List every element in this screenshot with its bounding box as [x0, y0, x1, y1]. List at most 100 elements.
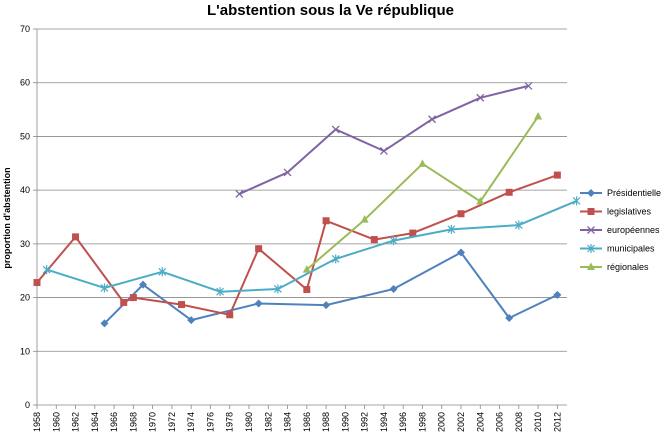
- data-point: [524, 81, 533, 90]
- x-tick-label: 1996: [398, 412, 408, 432]
- legend-item: européennes: [580, 225, 660, 235]
- data-point: [129, 294, 137, 302]
- x-tick-label: 1970: [148, 412, 158, 432]
- y-tick-label: 40: [20, 185, 30, 195]
- x-tick-label: 1984: [283, 412, 293, 432]
- axes: [33, 28, 567, 409]
- x-tick-label: 1988: [321, 412, 331, 432]
- series-line: [103, 251, 558, 325]
- data-point: [254, 299, 263, 308]
- x-tick-label: 1964: [90, 412, 100, 432]
- data-point: [505, 188, 513, 196]
- series-1: [100, 248, 562, 328]
- x-tick-label: 1960: [51, 412, 61, 432]
- x-tick-label: 1982: [263, 412, 273, 432]
- x-tick-label: 2004: [475, 412, 485, 432]
- series-line: [306, 116, 539, 271]
- x-tick-label: 2000: [437, 412, 447, 432]
- legend-label: européennes: [607, 225, 660, 235]
- y-tick-label: 60: [20, 78, 30, 88]
- data-point: [322, 217, 330, 225]
- x-tick-label: 2006: [495, 412, 505, 432]
- data-point: [418, 159, 427, 167]
- data-point: [255, 245, 263, 253]
- data-point: [447, 224, 456, 234]
- legend-label: legislatives: [607, 207, 652, 217]
- data-point: [100, 283, 109, 293]
- y-tick-label: 50: [20, 131, 30, 141]
- y-tick-label: 10: [20, 346, 30, 356]
- data-point: [158, 267, 167, 277]
- data-point: [587, 189, 595, 197]
- data-point: [476, 93, 485, 102]
- x-tick-label: 2012: [552, 412, 562, 432]
- x-tick-label: 1994: [379, 412, 389, 432]
- x-tick-label: 1980: [244, 412, 254, 432]
- data-point: [331, 125, 340, 134]
- legend-label: régionales: [607, 262, 649, 272]
- data-point: [33, 279, 41, 287]
- x-tick-label: 2010: [533, 412, 543, 432]
- data-point: [389, 236, 398, 246]
- legend-item: legislatives: [580, 207, 652, 217]
- data-point: [273, 284, 282, 294]
- y-axis-label: proportion d'abstention: [2, 167, 12, 268]
- series-4: [42, 196, 581, 297]
- data-point: [505, 313, 514, 322]
- data-point: [457, 248, 465, 257]
- data-point: [379, 146, 388, 155]
- data-point: [72, 233, 80, 241]
- data-point: [235, 189, 244, 198]
- x-tick-label: 1976: [205, 412, 215, 432]
- gridlines: [37, 28, 567, 352]
- legend-label: Présidentielles: [607, 188, 661, 198]
- data-point: [120, 298, 128, 306]
- y-tick-label: 70: [20, 24, 30, 34]
- series-lines: [33, 81, 581, 328]
- data-point: [476, 196, 485, 205]
- x-tick-label: 1986: [302, 412, 312, 432]
- x-tick-label: 1974: [186, 412, 196, 432]
- data-point: [553, 290, 562, 299]
- data-point: [322, 301, 331, 310]
- data-point: [534, 112, 543, 120]
- chart-title: L'abstention sous la Ve république: [207, 2, 454, 19]
- series-line: [36, 174, 558, 316]
- x-tick-label: 1998: [417, 412, 427, 432]
- y-tick-label: 30: [20, 239, 30, 249]
- x-tick-label: 1978: [225, 412, 235, 432]
- data-point: [587, 244, 595, 253]
- data-point: [389, 284, 398, 293]
- series-line: [238, 84, 529, 195]
- data-point: [216, 287, 225, 297]
- data-point: [572, 196, 581, 206]
- data-point: [360, 215, 369, 223]
- legend-label: municipales: [607, 244, 655, 254]
- x-tick-label: 1966: [109, 412, 119, 432]
- x-tick-label: 1992: [360, 412, 370, 432]
- data-point: [139, 280, 147, 289]
- data-point: [587, 208, 595, 215]
- legend-item: régionales: [580, 262, 649, 272]
- x-tick-label: 1990: [340, 412, 350, 432]
- x-tick-label: 1962: [71, 412, 81, 432]
- data-point: [428, 115, 437, 124]
- x-tick-label: 1958: [32, 412, 42, 432]
- legend-item: Présidentielles: [580, 188, 661, 198]
- data-point: [302, 265, 311, 273]
- legend-item: municipales: [580, 244, 655, 254]
- legend: Présidentielles legislatives européennes mu…: [580, 188, 661, 272]
- y-tick-labels: 0 10 20 30 40 50 60 70: [20, 24, 30, 410]
- x-tick-label: 1972: [167, 412, 177, 432]
- data-point: [331, 254, 340, 264]
- data-point: [42, 265, 51, 275]
- data-point: [283, 168, 292, 177]
- series-line: [46, 199, 577, 293]
- data-point: [100, 319, 109, 328]
- data-point: [457, 210, 465, 218]
- series-2: [33, 171, 561, 319]
- data-point: [178, 301, 186, 309]
- x-tick-label: 2002: [456, 412, 466, 432]
- x-tick-labels: 1958 1960 1962 1964 1966 1968 1970 1972 1974 1976…: [32, 412, 562, 432]
